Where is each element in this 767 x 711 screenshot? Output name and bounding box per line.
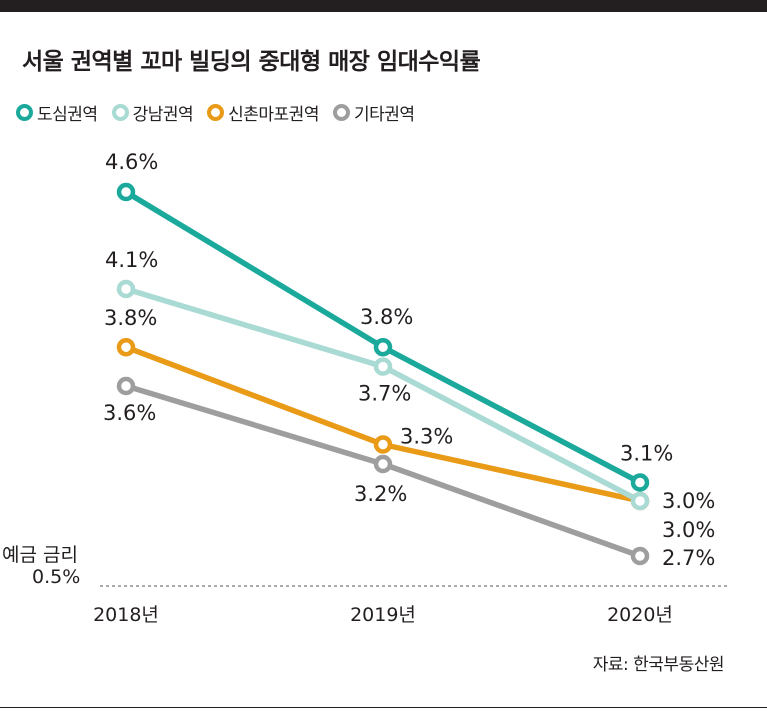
data-point (630, 491, 650, 511)
data-label: 3.6% (103, 401, 156, 425)
data-labels-group: 4.6% 3.8% 3.1% 4.1% 3.7% 3.0% 3.8% 3.3% 3.0% 3.6%… (103, 150, 715, 570)
data-label: 3.0% (662, 518, 715, 542)
x-tick-label: 2018년 (93, 604, 159, 626)
legend-label-sinchon-mapo: 신촌마포권역 (228, 105, 319, 125)
legend-item-gangnam: 강남권역 (111, 100, 194, 125)
data-label: 3.1% (620, 442, 673, 466)
data-label: 3.8% (360, 305, 413, 329)
data-point (116, 376, 136, 396)
data-label: 2.7% (662, 546, 715, 570)
reference-line-label: 예금 금리 (2, 544, 78, 566)
data-point (116, 337, 136, 357)
data-point (373, 454, 393, 474)
data-label: 3.7% (358, 382, 411, 406)
data-point (373, 435, 393, 454)
reference-line-group: 예금 금리0.5% (2, 544, 730, 588)
legend-label-downtown: 도심권역 (37, 105, 98, 125)
x-tick-label: 2019년 (350, 604, 416, 626)
legend-label-other: 기타권역 (353, 105, 415, 125)
legend-label-gangnam: 강남권역 (132, 105, 194, 125)
x-tick-label: 2020년 (607, 604, 673, 626)
legend-marker-sinchon-mapo (207, 104, 225, 121)
legend: 도심권역 강남권역 신촌마포권역 기타권역 (16, 100, 429, 125)
data-point (116, 182, 136, 202)
data-point (373, 337, 393, 357)
data-label: 4.6% (105, 150, 158, 174)
data-label: 3.8% (104, 306, 157, 330)
legend-marker-other (332, 104, 350, 121)
data-label: 3.3% (400, 425, 453, 449)
data-label: 3.0% (662, 489, 715, 513)
data-point (373, 357, 393, 376)
legend-marker-downtown (16, 104, 33, 121)
legend-item-other: 기타권역 (332, 100, 415, 125)
data-point (630, 473, 650, 492)
bottom-rule (0, 707, 767, 708)
data-point (116, 279, 136, 299)
data-label: 4.1% (105, 248, 158, 272)
legend-item-sinchon-mapo: 신촌마포권역 (207, 100, 319, 125)
reference-line-value: 0.5% (32, 566, 80, 588)
data-label: 3.2% (354, 482, 407, 506)
legend-marker-gangnam (111, 104, 129, 121)
x-axis-group: 2018년 2019년 2020년 (93, 604, 673, 626)
source-note: 자료: 한국부동산원 (592, 655, 725, 675)
legend-item-downtown: 도심권역 (16, 100, 98, 125)
data-point (630, 546, 650, 566)
chart-title: 서울 권역별 꼬마 빌딩의 중대형 매장 임대수익률 (22, 49, 481, 75)
data-points-group (116, 182, 650, 566)
top-bar (0, 0, 767, 12)
